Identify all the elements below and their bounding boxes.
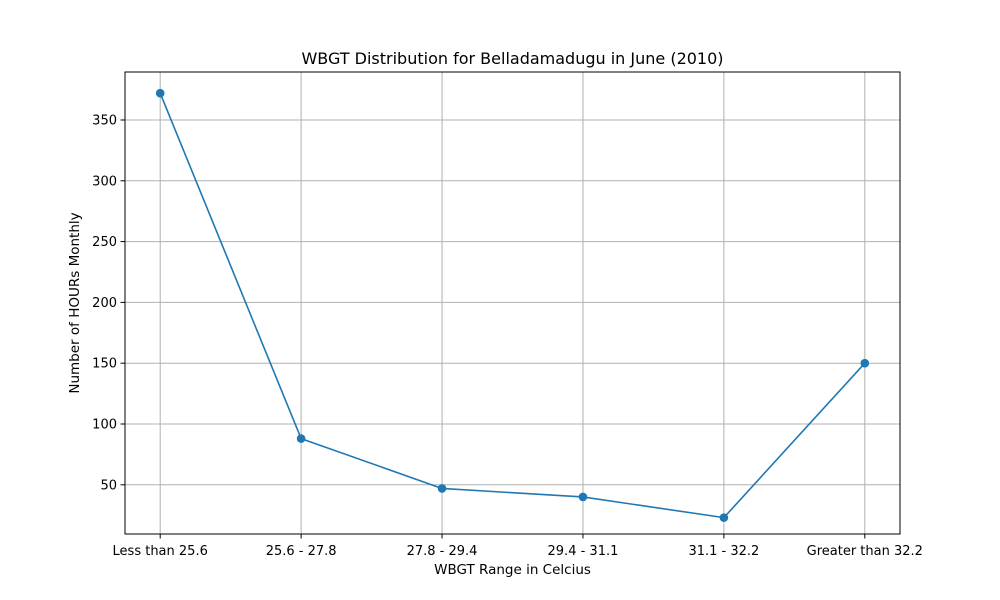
- x-tick-label: 27.8 - 29.4: [407, 544, 478, 559]
- y-tick-label: 100: [92, 418, 117, 433]
- plot-area-frame: [124, 71, 901, 535]
- y-tick-label: 300: [92, 174, 117, 189]
- x-axis-label: WBGT Range in Celcius: [434, 562, 591, 578]
- y-tick-label: 150: [92, 357, 117, 372]
- y-tick-label: 50: [100, 478, 117, 493]
- data-point: [719, 513, 729, 522]
- y-tick-label: 350: [92, 113, 117, 128]
- x-tick-label: Greater than 32.2: [807, 544, 923, 559]
- series-line: [159, 92, 866, 519]
- data-series: [155, 88, 870, 522]
- data-point: [296, 434, 306, 443]
- y-tick-label: 250: [92, 235, 117, 250]
- x-tick-label: 25.6 - 27.8: [266, 544, 337, 559]
- x-tick-label: 29.4 - 31.1: [548, 544, 619, 559]
- data-point: [155, 88, 165, 98]
- x-tick-label: 31.1 - 32.2: [688, 544, 759, 559]
- data-point: [860, 358, 870, 368]
- grid-lines: [125, 72, 900, 534]
- x-tick-label: Less than 25.6: [113, 544, 208, 559]
- data-point: [578, 492, 588, 502]
- axes: Less than 25.6 25.6 - 27.8 27.8 - 29.4 29.4…: [92, 113, 923, 559]
- chart-title: WBGT Distribution for Belladamadugu in J…: [301, 49, 723, 68]
- y-tick-label: 200: [92, 296, 117, 311]
- y-axis-label: Number of HOURs Monthly: [67, 212, 83, 393]
- data-point: [437, 484, 447, 493]
